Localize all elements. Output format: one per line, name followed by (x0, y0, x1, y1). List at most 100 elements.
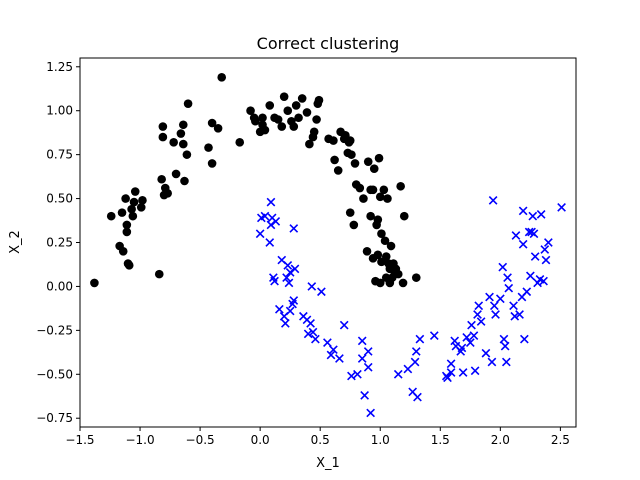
cluster-point-x (266, 220, 276, 230)
cluster-point-x (503, 273, 512, 283)
cluster-point (130, 187, 140, 196)
y-axis-label: X_2 (8, 230, 23, 254)
cluster-point-x (289, 224, 299, 233)
cluster-point-x (500, 341, 510, 351)
cluster-point-x (284, 278, 294, 288)
x-axis-label: X_1 (316, 456, 340, 471)
cluster-point-x (329, 345, 338, 355)
cluster-point (374, 153, 384, 163)
cluster-point-x (270, 276, 279, 286)
cluster-point-x (303, 329, 313, 339)
cluster-point (312, 115, 321, 124)
cluster-point-x (446, 359, 456, 369)
cluster-point-x (283, 260, 293, 270)
cluster-point (136, 203, 146, 212)
cluster-point-x (528, 211, 538, 221)
cluster-point-x (255, 229, 265, 239)
cluster-point (368, 185, 378, 195)
cluster-point-x (363, 347, 373, 356)
cluster-point-x (443, 373, 452, 383)
cluster-point-x (429, 331, 439, 340)
cluster-point (297, 94, 307, 103)
cluster-point (369, 164, 379, 173)
cluster-point (398, 278, 408, 288)
cluster-point-x (541, 255, 551, 265)
cluster-point (383, 194, 392, 203)
cluster-point-x (311, 334, 320, 344)
cluster-point (350, 159, 360, 168)
cluster-point-x (290, 264, 300, 274)
cluster-point (158, 132, 168, 142)
x-tick-label: −1.0 (125, 433, 154, 447)
y-tick-label: −0.25 (36, 323, 73, 337)
cluster-point (180, 176, 189, 186)
cluster-point-x (515, 310, 524, 319)
x-tick-label: 1.0 (371, 433, 390, 447)
cluster-point (314, 95, 324, 105)
cluster-point (118, 246, 128, 256)
cluster-point (128, 211, 138, 221)
cluster-point (345, 136, 355, 145)
y-tick-label: 0.50 (46, 192, 73, 206)
plot-frame (79, 57, 577, 428)
cluster-point (291, 101, 301, 110)
cluster-point (163, 189, 172, 198)
cluster-point (246, 106, 255, 116)
cluster-point-x (510, 311, 520, 321)
cluster-point-x (470, 366, 480, 376)
cluster-point-x (530, 252, 540, 261)
cluster-point (106, 211, 116, 221)
x-tick-label: 1.5 (431, 433, 450, 447)
cluster-point-x (410, 357, 420, 367)
cluster-point-x (357, 354, 367, 363)
cluster-point (333, 166, 343, 175)
cluster-point-x (481, 348, 491, 358)
cluster-point (283, 106, 293, 116)
cluster-point (122, 220, 132, 230)
y-tick-label: 0.00 (46, 279, 73, 293)
cluster-point (386, 241, 396, 251)
cluster-point (122, 227, 132, 237)
cluster-point-x (501, 357, 511, 367)
cluster-point-x (271, 217, 281, 226)
cluster-point-x (317, 287, 326, 297)
cluster-point (207, 159, 217, 168)
cluster-point (396, 181, 405, 191)
cluster-point (176, 129, 186, 138)
cluster-point (171, 169, 181, 179)
cluster-point-x (511, 231, 521, 240)
y-tick-label: −0.75 (36, 411, 73, 425)
cluster-point (90, 278, 99, 288)
cluster-point-x (306, 318, 315, 328)
cluster-point (265, 101, 275, 110)
cluster-point (399, 211, 409, 221)
cluster-point-x (499, 334, 509, 344)
cluster-point (154, 269, 164, 279)
cluster-point-x (266, 197, 276, 207)
cluster-point-x (307, 282, 317, 291)
cluster-point-x (285, 268, 295, 277)
cluster-point-x (469, 331, 479, 340)
cluster-point-x (366, 408, 375, 418)
cluster-point-x (485, 292, 494, 302)
cluster-point-x (518, 239, 528, 249)
cluster-point (279, 92, 289, 101)
cluster-point (375, 278, 385, 288)
x-tick-label: 2.0 (491, 433, 510, 447)
cluster-point-x (415, 334, 425, 344)
cluster-point-x (457, 343, 467, 353)
cluster-point-x (522, 287, 532, 297)
cluster-point (138, 196, 147, 205)
cluster-point (183, 99, 193, 108)
cluster-point-x (540, 245, 550, 254)
cluster-point (124, 261, 134, 270)
cluster-point-x (411, 347, 421, 356)
x-tick-label: 2.5 (551, 433, 570, 447)
cluster-point-x (539, 276, 548, 286)
y-tick-label: 0.25 (46, 236, 73, 250)
cluster-point (359, 194, 368, 203)
cluster-point (127, 204, 136, 214)
cluster-point-x (360, 391, 369, 400)
cluster-point-x (495, 294, 505, 304)
